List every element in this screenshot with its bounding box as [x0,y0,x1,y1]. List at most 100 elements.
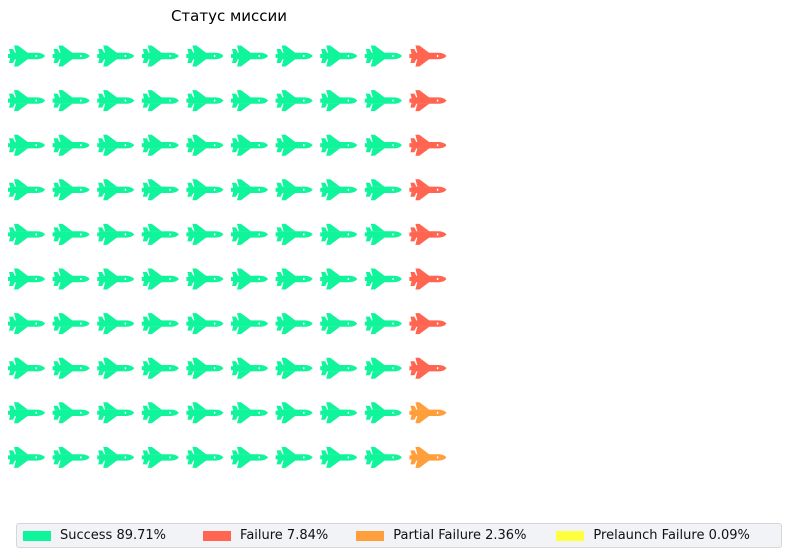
legend-swatch [556,530,585,541]
waffle-icon-success [186,223,224,245]
waffle-icon-success [275,223,313,245]
waffle-icon-success [231,179,268,201]
waffle-icon-success [320,313,358,335]
waffle-icon-failure [409,90,447,112]
waffle-icon-failure [409,134,447,156]
waffle-icon-success [364,90,402,112]
waffle-icon-success [364,134,402,156]
waffle-icon-success [186,313,224,335]
waffle-icon-success [364,313,402,335]
waffle-icon-success [320,402,358,424]
waffle-icon-success [97,90,135,112]
waffle-icon-success [275,268,313,290]
waffle-icon-success [141,45,179,67]
waffle-icon-success [141,90,179,112]
waffle-icon-success [320,45,358,67]
waffle-icon-success [52,446,90,468]
waffle-icon-success [52,402,90,424]
waffle-icon-success [231,268,268,290]
waffle-icon-success [97,223,135,245]
waffle-icon-success [141,179,179,201]
waffle-icon-success [275,179,313,201]
legend: Success 89.71% Failure 7.84% Partial Failu… [16,523,782,548]
legend-item: Failure 7.84% [203,528,328,543]
waffle-icon-success [275,45,313,67]
waffle-icon-success [275,402,313,424]
legend-item: Partial Failure 2.36% [356,528,526,543]
waffle-icon-success [231,45,268,67]
waffle-icon-success [8,90,45,112]
waffle-icon-success [97,268,135,290]
waffle-icon-failure [409,313,447,335]
waffle-icon-success [186,179,224,201]
waffle-icon-success [186,446,224,468]
waffle-icon-success [320,446,358,468]
waffle-icon-failure [409,357,447,379]
waffle-icon-success [8,223,45,245]
waffle-icon-failure [409,268,447,290]
waffle-icon-success [231,446,268,468]
waffle-icon-success [186,90,224,112]
waffle-icon-success [231,402,268,424]
waffle-icon-success [141,446,179,468]
waffle-icon-success [52,45,90,67]
waffle-icon-success [141,313,179,335]
waffle-icon-success [364,179,402,201]
waffle-icon-success [8,357,45,379]
waffle-icon-success [8,446,45,468]
waffle-icon-partial-failure [409,446,447,468]
waffle-icon-success [231,90,268,112]
waffle-icon-failure [409,45,447,67]
legend-swatch [23,530,51,541]
waffle-icon-success [8,134,45,156]
chart-title: Статус миссии [170,7,288,25]
waffle-icon-success [8,179,45,201]
waffle-icon-success [8,402,45,424]
waffle-icon-success [8,313,45,335]
waffle-icon-success [364,402,402,424]
waffle-icon-success [8,268,45,290]
waffle-icon-success [275,357,313,379]
waffle-plot [8,45,447,468]
waffle-icon-success [186,402,224,424]
legend-label: Failure 7.84% [240,528,329,543]
legend-label: Success 89.71% [60,528,167,543]
legend-swatch [203,530,232,541]
waffle-icon-success [275,90,313,112]
waffle-icon-success [97,134,135,156]
waffle-icon-success [275,134,313,156]
waffle-icon-success [231,357,268,379]
waffle-icon-success [97,402,135,424]
waffle-icon-success [52,357,90,379]
waffle-icon-success [364,223,402,245]
waffle-icon-success [364,45,402,67]
waffle-icon-success [275,313,313,335]
waffle-icon-success [141,223,179,245]
waffle-icon-success [364,446,402,468]
waffle-icon-success [52,313,90,335]
waffle-icon-success [320,268,358,290]
waffle-icon-success [141,357,179,379]
waffle-icon-success [231,313,268,335]
waffle-icon-success [231,134,268,156]
waffle-icon-success [320,179,358,201]
waffle-icon-success [364,357,402,379]
legend-label: Partial Failure 2.36% [393,528,527,543]
waffle-icon-success [97,313,135,335]
waffle-icon-success [97,45,135,67]
waffle-icon-success [52,268,90,290]
waffle-icon-success [141,268,179,290]
waffle-icon-success [52,223,90,245]
waffle-icon-success [97,357,135,379]
waffle-icon-success [320,134,358,156]
waffle-icon-success [52,90,90,112]
waffle-icon-success [364,268,402,290]
waffle-icon-success [141,402,179,424]
waffle-icon-success [186,357,224,379]
waffle-icon-success [97,179,135,201]
waffle-icon-success [141,134,179,156]
waffle-icon-success [186,268,224,290]
waffle-icon-success [186,45,224,67]
waffle-icon-success [231,223,268,245]
waffle-icon-success [52,179,90,201]
